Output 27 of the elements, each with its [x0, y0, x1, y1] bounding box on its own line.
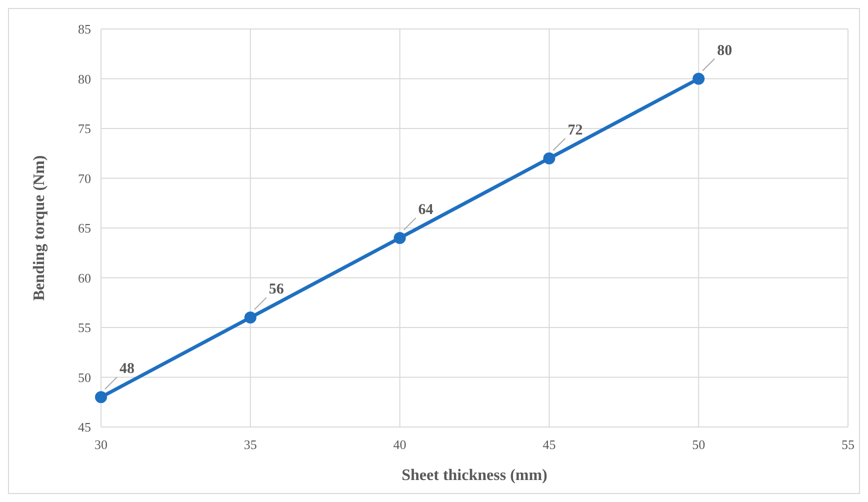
x-axis-title: Sheet thickness (mm) [402, 467, 548, 484]
y-tick-label: 70 [78, 170, 91, 186]
x-tick-label: 50 [692, 437, 706, 452]
y-tick-label: 85 [78, 22, 91, 37]
data-label: 64 [418, 202, 434, 218]
y-axis-title: Bending torque (Nm) [31, 155, 48, 301]
point [95, 391, 107, 404]
x-tick-label: 45 [542, 437, 556, 452]
x-tick-label: 55 [842, 437, 854, 452]
x-tick-label: 40 [393, 437, 406, 452]
y-tick-label: 60 [78, 270, 91, 286]
y-tick-label: 45 [78, 420, 91, 435]
data-label: 48 [120, 361, 134, 378]
y-tick-label: 65 [78, 220, 91, 236]
y-tick-label: 80 [78, 71, 91, 86]
data-label: 72 [568, 122, 583, 138]
point [692, 72, 705, 85]
y-tick-label: 55 [78, 320, 91, 336]
data-label: 80 [717, 42, 732, 59]
point [244, 312, 256, 324]
y-tick-label: 50 [78, 370, 91, 385]
x-tick-label: 30 [94, 437, 108, 452]
data-label: 56 [268, 282, 284, 298]
x-tick-label: 35 [244, 437, 257, 452]
point [394, 232, 406, 244]
point [543, 152, 556, 164]
y-tick-label: 75 [78, 121, 91, 136]
